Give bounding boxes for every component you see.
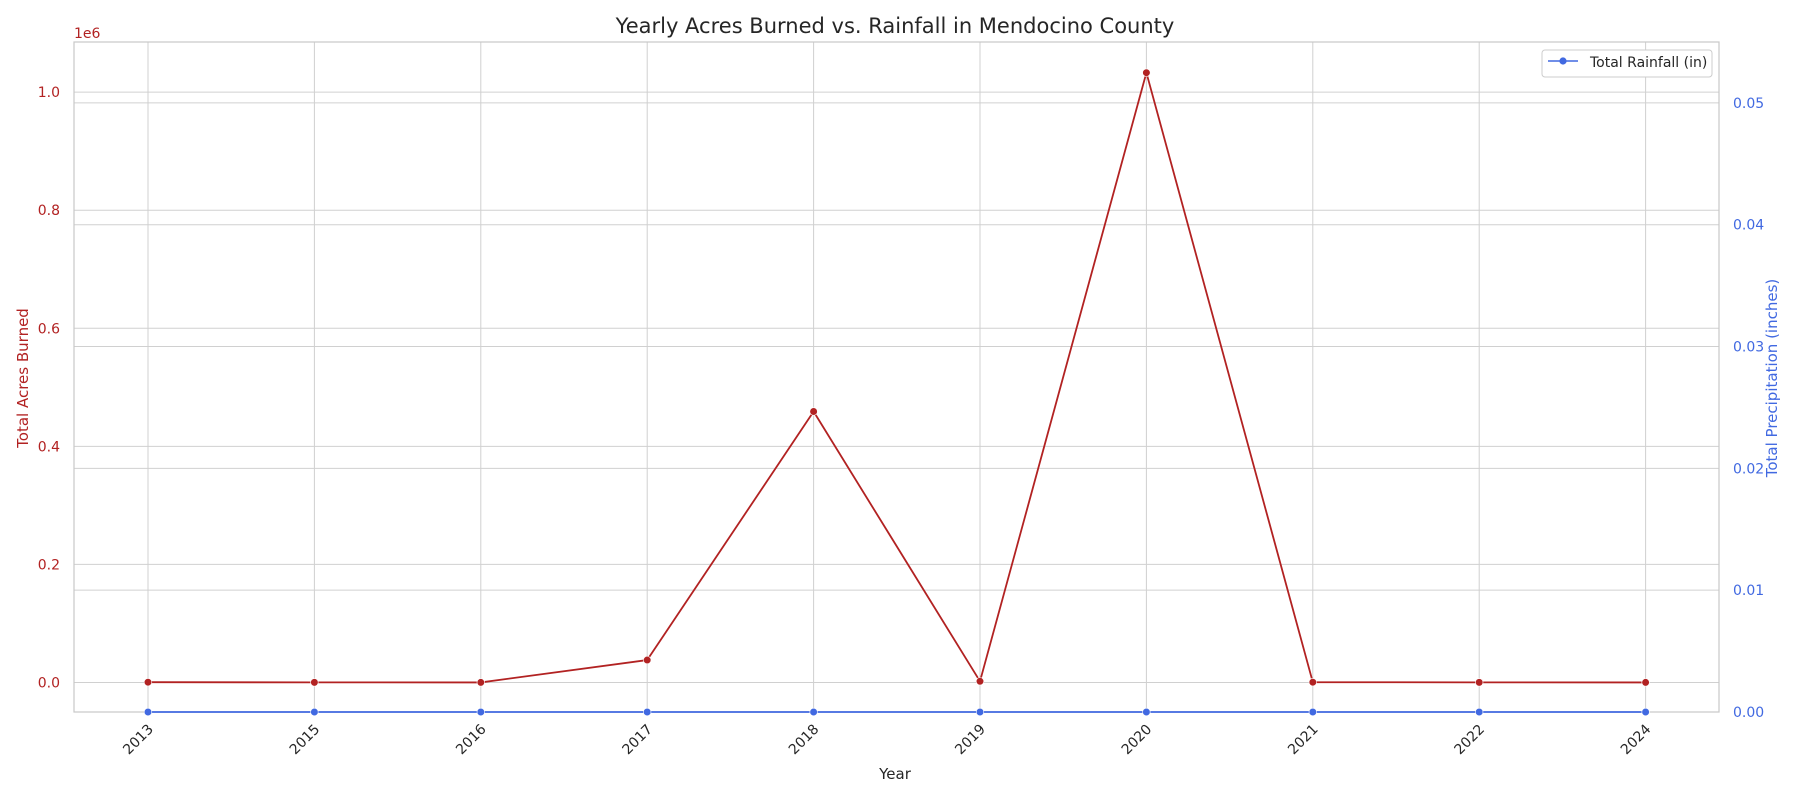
- rainfall-point: [809, 707, 818, 717]
- y-axis-right: 0.00 0.01 0.02 0.03 0.04 0.05: [1733, 96, 1764, 721]
- acres-burned-point: [310, 678, 319, 687]
- acres-burned-point: [476, 678, 485, 687]
- y-right-tick-label: 0.01: [1733, 583, 1764, 599]
- y-left-tick-label: 0.2: [38, 557, 60, 573]
- y-left-axis-label: Total Acres Burned: [14, 308, 32, 449]
- rainfall-point: [310, 707, 319, 717]
- rainfall-point: [1475, 707, 1484, 717]
- legend: Total Rainfall (in): [1541, 49, 1713, 78]
- acres-burned-point: [809, 407, 818, 416]
- y-left-tick-label: 0.8: [38, 203, 60, 219]
- y-right-tick-label: 0.00: [1733, 705, 1764, 721]
- acres-burned-point: [143, 678, 153, 687]
- acres-burned-point: [1475, 678, 1484, 687]
- acres-burned-point: [643, 655, 652, 665]
- rainfall-point: [1308, 707, 1317, 717]
- y-left-tick-label: 1.0: [38, 85, 60, 101]
- y-left-tick-label: 0.6: [38, 321, 60, 337]
- y-left-tick-label: 0.0: [38, 675, 60, 691]
- y-right-axis-label: Total Precipitation (inches): [1763, 279, 1781, 479]
- series-layer: [143, 68, 1650, 717]
- rainfall-point: [1641, 707, 1650, 717]
- rainfall-point: [1142, 707, 1151, 717]
- rainfall-point: [476, 707, 485, 717]
- legend-box: [1541, 49, 1713, 78]
- y-right-tick-label: 0.04: [1733, 218, 1764, 234]
- y-left-offset-text: 1e6: [74, 26, 101, 42]
- y-right-tick-label: 0.03: [1733, 340, 1764, 356]
- chart-title: Yearly Acres Burned vs. Rainfall in Mend…: [615, 14, 1175, 38]
- acres-burned-point: [1308, 678, 1317, 687]
- legend-entry: Total Rainfall (in): [1589, 55, 1707, 71]
- acres-burned-point: [1641, 678, 1650, 687]
- y-axis-left: 0.0 0.2 0.4 0.6 0.8 1.0: [38, 85, 60, 691]
- rainfall-point: [975, 707, 985, 717]
- acres-burned-point: [1142, 68, 1151, 77]
- rainfall-point: [143, 707, 153, 717]
- rainfall-point: [643, 707, 652, 717]
- x-axis-label: Year: [878, 765, 912, 783]
- legend-swatch-marker: [1559, 57, 1567, 65]
- y-right-tick-label: 0.05: [1733, 96, 1764, 112]
- acres-burned-point: [975, 677, 985, 686]
- y-right-tick-label: 0.02: [1733, 461, 1764, 477]
- acres-burned-line: [147, 71, 1646, 684]
- y-left-tick-label: 0.4: [38, 439, 60, 455]
